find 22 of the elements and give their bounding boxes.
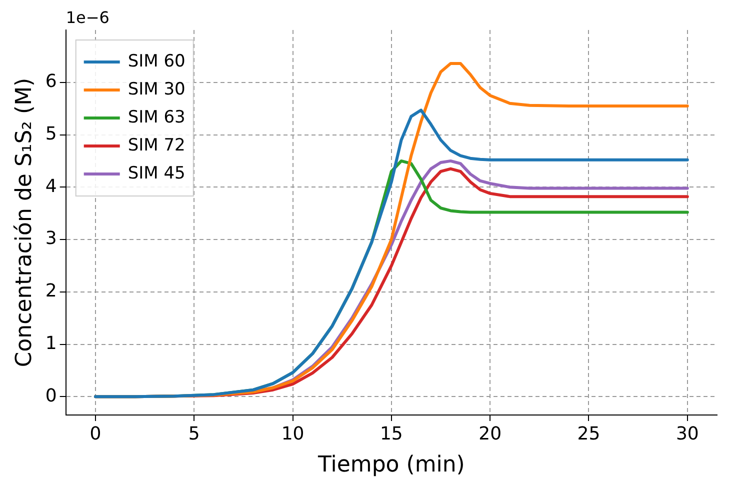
y-tick-label: 1 xyxy=(45,332,57,354)
legend-label: SIM 63 xyxy=(128,107,186,128)
legend-label: SIM 60 xyxy=(128,51,186,72)
y-tick-label: 3 xyxy=(45,228,57,250)
y-tick-label: 4 xyxy=(45,176,57,197)
y-tick-label: 2 xyxy=(45,280,57,302)
x-axis-title: Tiempo (min) xyxy=(316,452,465,478)
legend-label: SIM 30 xyxy=(128,79,186,100)
legend-label: SIM 72 xyxy=(128,135,186,156)
y-tick-label: 6 xyxy=(45,71,57,92)
x-tick-label: 5 xyxy=(188,423,200,444)
x-tick-label: 25 xyxy=(577,423,600,444)
y-tick-label: 5 xyxy=(45,123,57,144)
x-tick-label: 0 xyxy=(90,423,102,444)
x-tick-label: 10 xyxy=(281,423,304,444)
text: 1e−6 xyxy=(66,8,110,28)
x-tick-label: 30 xyxy=(676,423,699,444)
legend-label: SIM 45 xyxy=(128,163,186,184)
y-tick-label: 0 xyxy=(45,385,57,406)
x-tick-label: 15 xyxy=(380,423,403,444)
x-tick-label: 20 xyxy=(478,423,502,444)
y-axis-title: Concentración de S₁S₂ (M) xyxy=(12,78,37,368)
